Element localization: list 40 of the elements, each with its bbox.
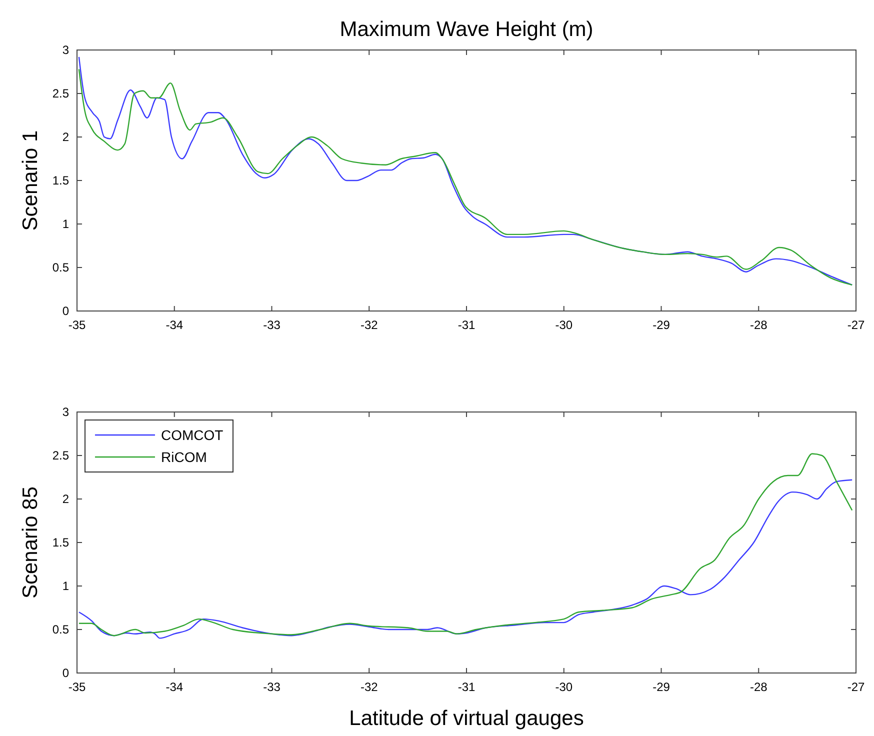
x-tick-label: -31 — [458, 680, 476, 694]
x-tick-label: -35 — [68, 680, 86, 694]
y-axis-title: Scenario 1 — [19, 130, 42, 231]
x-tick-label: -30 — [555, 318, 573, 332]
x-tick-label: -33 — [263, 318, 281, 332]
x-tick-label: -27 — [847, 318, 865, 332]
x-tick-label: -34 — [166, 680, 184, 694]
legend-label: COMCOT — [161, 427, 224, 443]
x-tick-label: -28 — [750, 680, 768, 694]
y-tick-label: 1 — [62, 579, 70, 593]
x-tick-label: -28 — [750, 318, 768, 332]
x-tick-label: -35 — [68, 318, 86, 332]
y-tick-label: 2.5 — [52, 86, 70, 100]
x-tick-label: -29 — [652, 680, 670, 694]
x-axis-title: Latitude of virtual gauges — [349, 707, 584, 730]
y-tick-label: 3 — [62, 43, 70, 57]
y-tick-label: 0 — [62, 666, 70, 680]
y-tick-label: 1.5 — [52, 174, 70, 188]
line-series — [78, 479, 853, 639]
x-tick-label: -27 — [847, 680, 865, 694]
y-tick-label: 0.5 — [52, 260, 70, 274]
x-tick-label: -34 — [166, 318, 184, 332]
y-tick-label: 1.5 — [52, 536, 70, 550]
x-tick-label: -31 — [458, 318, 476, 332]
y-tick-label: 2 — [62, 130, 70, 144]
x-tick-label: -30 — [555, 680, 573, 694]
y-tick-label: 2 — [62, 492, 70, 506]
y-tick-label: 0.5 — [52, 622, 70, 636]
y-axis-title: Scenario 85 — [19, 486, 42, 599]
y-tick-label: 3 — [62, 405, 70, 419]
legend-label: RiCOM — [161, 449, 207, 465]
y-tick-label: 0 — [62, 304, 70, 318]
line-series — [78, 453, 853, 636]
x-tick-label: -32 — [360, 318, 378, 332]
y-tick-label: 1 — [62, 217, 70, 231]
x-tick-label: -29 — [652, 318, 670, 332]
x-tick-label: -32 — [360, 680, 378, 694]
x-tick-label: -33 — [263, 680, 281, 694]
chart-title: Maximum Wave Height (m) — [340, 18, 594, 41]
y-tick-label: 2.5 — [52, 448, 70, 462]
